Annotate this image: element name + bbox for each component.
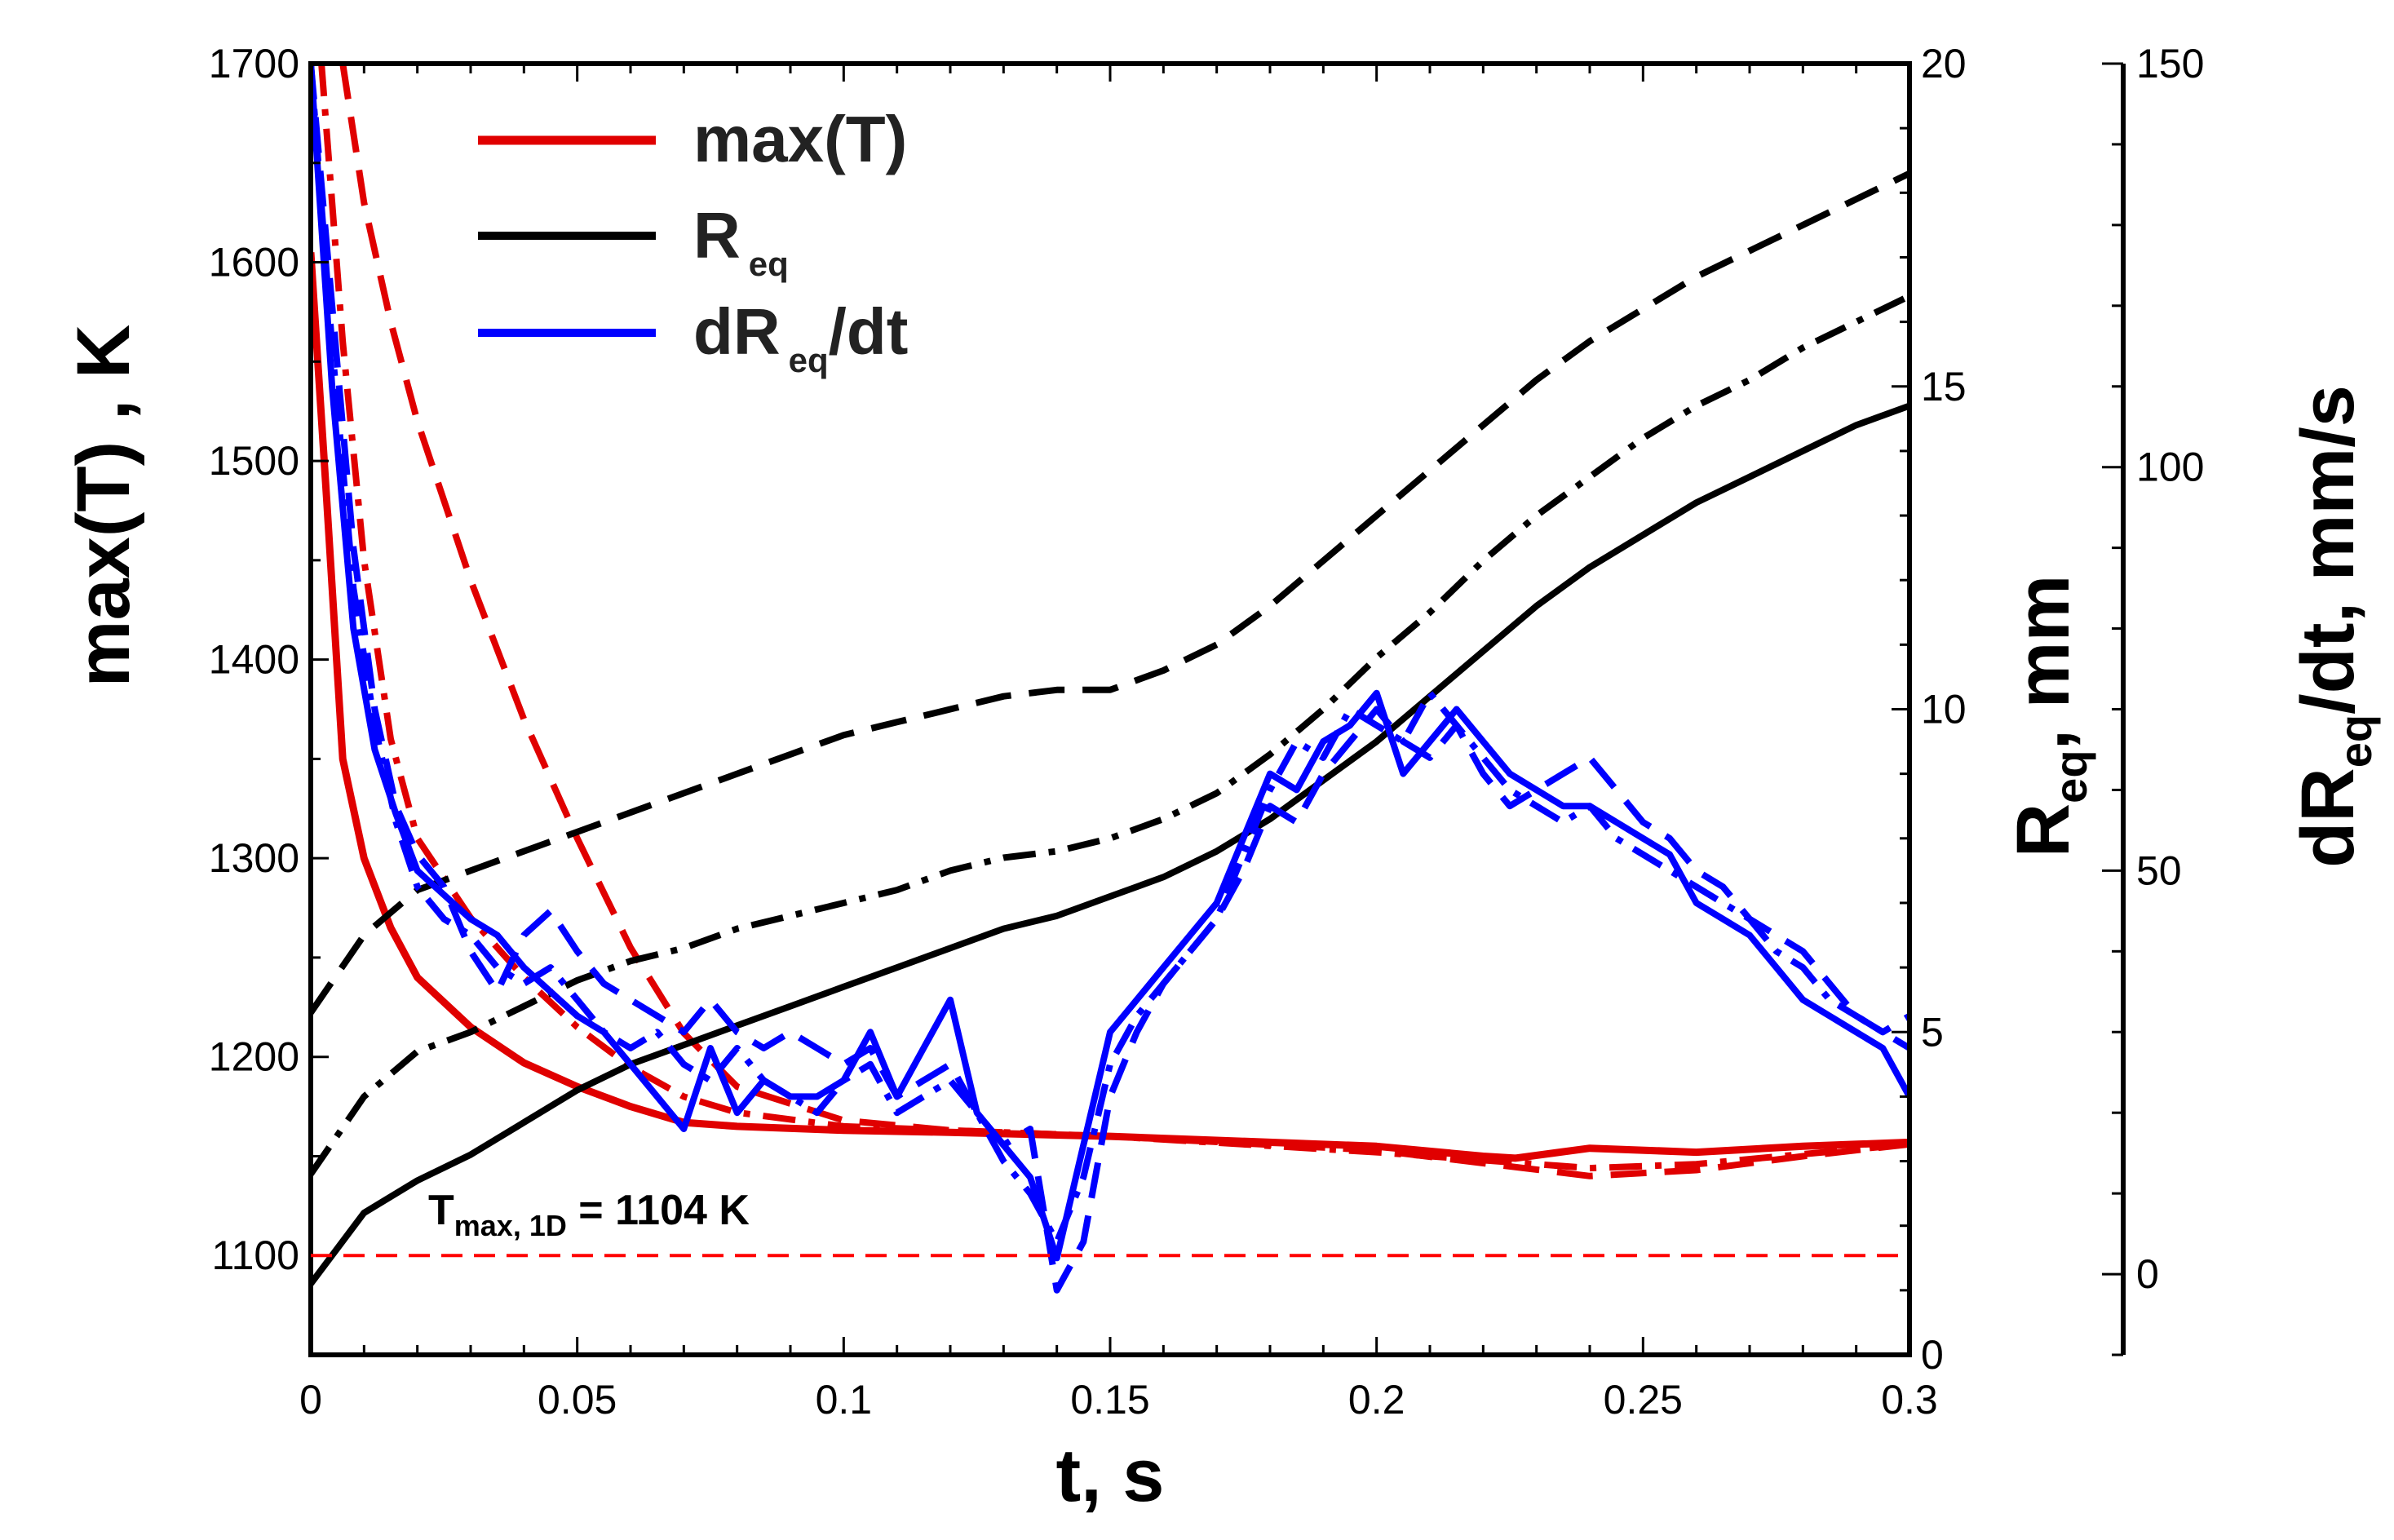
y-right2-axis-title: dReq/dt, mm/s bbox=[2286, 385, 2381, 868]
legend-label-dRdt: dR eq/dt bbox=[693, 295, 908, 379]
y-left-tick-label: 1600 bbox=[209, 240, 299, 285]
y-right2-tick-label: 50 bbox=[2136, 847, 2182, 893]
series-line-0 bbox=[311, 252, 1909, 1162]
x-tick-label: 0.25 bbox=[1604, 1377, 1683, 1423]
series-line-7 bbox=[311, 64, 1909, 1294]
y-right2-tick-label: 150 bbox=[2136, 41, 2204, 86]
series-line-2 bbox=[318, 64, 1909, 1172]
tick-labels: 0 0.05 0.1 0.15 0.2 0.25 0.3 1100 1200 1300 1400 15… bbox=[209, 41, 2205, 1423]
y-left-tick-label: 1100 bbox=[211, 1232, 299, 1278]
x-tick-label: 0.2 bbox=[1348, 1377, 1405, 1423]
x-tick-label: 0.3 bbox=[1881, 1377, 1938, 1423]
x-axis-title: t, s bbox=[1056, 1434, 1165, 1517]
series-line-8 bbox=[311, 64, 1909, 1246]
series-line-1 bbox=[339, 64, 1909, 1179]
y-left-tick-label: 1200 bbox=[209, 1034, 299, 1080]
y-right1-tick-label: 10 bbox=[1921, 687, 1967, 732]
y-right2-tick-label: 100 bbox=[2136, 445, 2204, 490]
y-right1-tick-label: 0 bbox=[1921, 1332, 1944, 1378]
x-tick-label: 0.1 bbox=[816, 1377, 873, 1423]
y-left-tick-label: 1300 bbox=[209, 835, 299, 881]
x-tick-label: 0.05 bbox=[538, 1377, 617, 1423]
y-left-axis-title: max(T) , K bbox=[62, 325, 145, 688]
y-right1-tick-label: 5 bbox=[1921, 1009, 1944, 1055]
legend-label-maxT: max(T) bbox=[693, 103, 907, 175]
tmax-1d-annotation: Tmax, 1D = 1104 K bbox=[428, 1187, 750, 1242]
y-right1-tick-label: 20 bbox=[1921, 41, 1967, 86]
series-line-5 bbox=[311, 293, 1909, 1176]
series-layer bbox=[311, 64, 1909, 1294]
y-left-tick-label: 1500 bbox=[209, 438, 299, 484]
y-right2-tick-label: 0 bbox=[2136, 1251, 2159, 1297]
y-left-tick-label: 1700 bbox=[209, 41, 299, 86]
series-line-4 bbox=[311, 170, 1909, 1015]
y-right1-tick-label: 15 bbox=[1921, 364, 1967, 409]
y-right1-axis-title: Req, mm bbox=[2002, 575, 2096, 858]
series-line-3 bbox=[311, 402, 1909, 1286]
x-tick-label: 0.15 bbox=[1070, 1377, 1149, 1423]
ticks-layer bbox=[309, 62, 2123, 1356]
y-left-tick-label: 1400 bbox=[209, 637, 299, 683]
x-tick-label: 0 bbox=[299, 1377, 322, 1423]
series-line-6 bbox=[311, 64, 1909, 1262]
